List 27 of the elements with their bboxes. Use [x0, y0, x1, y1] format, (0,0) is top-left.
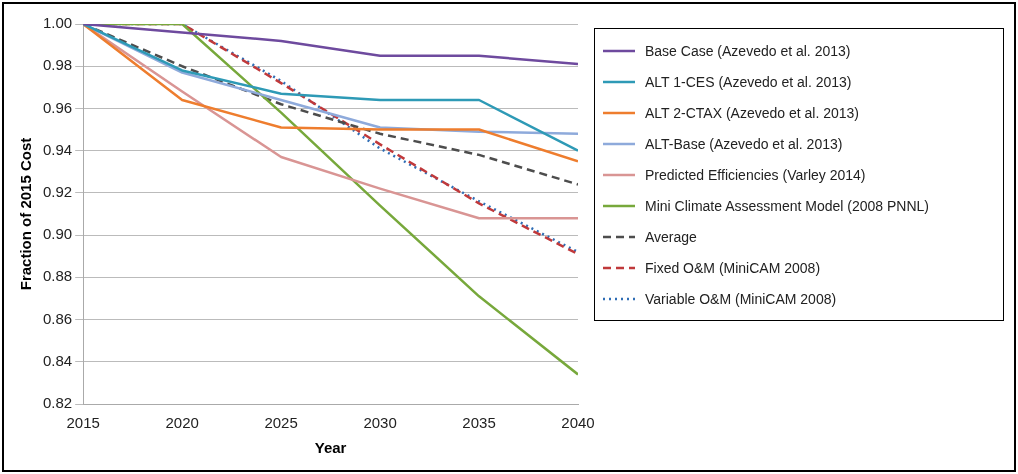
y-axis-title: Fraction of 2015 Cost [17, 137, 35, 291]
y-tick-label: 0.98 [42, 56, 73, 74]
y-tick-label: 0.88 [42, 267, 73, 285]
legend-label: Mini Climate Assessment Model (2008 PNNL) [645, 197, 929, 214]
x-tick-label: 2040 [561, 414, 595, 432]
y-tick-label: 0.84 [42, 351, 73, 369]
x-tick-label: 2030 [363, 414, 397, 432]
y-tick-label: 0.94 [42, 140, 73, 158]
x-tick-label: 2015 [66, 414, 100, 432]
legend-label: Predicted Efficiencies (Varley 2014) [645, 166, 866, 183]
y-tick-label: 0.92 [42, 183, 73, 201]
legend-label: ALT-Base (Azevedo et al. 2013) [645, 135, 843, 152]
legend-label: ALT 1-CES (Azevedo et al. 2013) [645, 73, 852, 90]
y-tick-label: 0.96 [42, 98, 73, 116]
legend-label: Base Case (Azevedo et al. 2013) [645, 42, 851, 59]
y-tick-label: 1.00 [42, 14, 73, 32]
x-axis-title: Year [314, 439, 347, 457]
x-tick-label: 2020 [165, 414, 199, 432]
y-tick-label: 0.86 [42, 309, 73, 327]
legend-label: Fixed O&M (MiniCAM 2008) [645, 259, 821, 276]
legend-label: Variable O&M (MiniCAM 2008) [645, 290, 837, 307]
legend-label: ALT 2-CTAX (Azevedo et al. 2013) [645, 104, 859, 121]
x-tick-label: 2035 [462, 414, 496, 432]
y-tick-label: 0.82 [42, 394, 73, 412]
x-tick-label: 2025 [264, 414, 298, 432]
y-tick-label: 0.90 [42, 225, 73, 243]
legend-label: Average [645, 228, 697, 245]
